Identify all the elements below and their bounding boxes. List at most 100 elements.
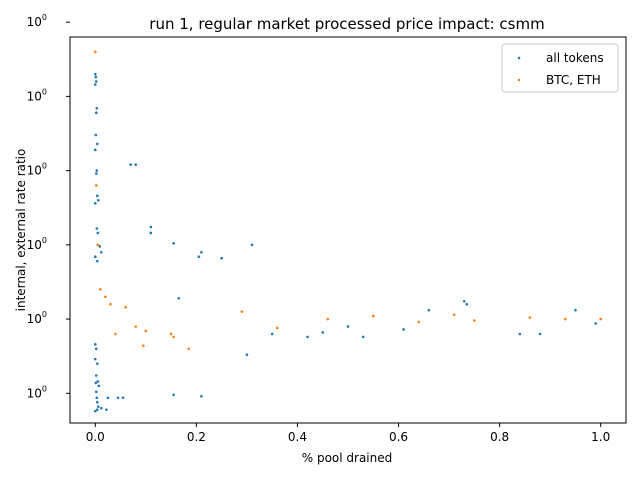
y-tick-label-exponent: 0: [42, 87, 47, 96]
data-point: [95, 169, 99, 172]
data-point: [200, 250, 203, 254]
legend: all tokens BTC, ETH: [501, 43, 619, 93]
y-tick-label-exponent: 0: [42, 384, 47, 393]
legend-label-btc-eth: BTC, ETH: [546, 73, 601, 87]
x-tick-label: 1.0: [591, 430, 610, 444]
data-point: [94, 381, 98, 385]
x-axis-label: % pool drained: [302, 451, 393, 465]
data-point: [116, 396, 120, 400]
y-axis-label: internal, external rate ratio: [14, 149, 28, 312]
data-point: [95, 142, 99, 146]
data-point: [95, 259, 99, 263]
data-point: [149, 225, 153, 229]
data-point: [93, 357, 97, 361]
data-point: [141, 344, 145, 348]
data-point: [96, 243, 100, 247]
y-tick-label-base: 10: [27, 312, 42, 326]
data-point: [94, 347, 98, 351]
data-point: [96, 231, 100, 235]
data-point: [93, 83, 97, 86]
y-tick-label-exponent: 0: [42, 162, 47, 171]
data-point: [94, 75, 98, 79]
data-point: [134, 325, 138, 328]
data-point: [94, 390, 98, 394]
data-point: [427, 308, 431, 312]
data-point: [93, 72, 97, 76]
data-point: [95, 396, 99, 400]
data-point: [94, 111, 98, 115]
data-point: [240, 310, 244, 313]
data-point: [100, 406, 103, 410]
data-point: [149, 231, 153, 235]
chart-title: run 1, regular market processed price im…: [149, 15, 544, 33]
data-point: [346, 325, 350, 328]
data-point: [100, 250, 103, 254]
data-point: [94, 184, 98, 187]
data-point: [99, 288, 102, 291]
data-point: [172, 335, 175, 339]
x-tick-label: 0.6: [389, 430, 408, 444]
y-tick-label-base: 10: [27, 89, 42, 103]
data-point: [95, 408, 99, 411]
data-point: [95, 106, 99, 110]
data-point: [97, 199, 100, 202]
data-point: [250, 243, 254, 247]
data-point: [197, 255, 201, 259]
data-point: [169, 332, 173, 336]
data-point: [473, 319, 476, 322]
data-point: [371, 314, 375, 318]
y-tick-label-exponent: 0: [42, 310, 47, 319]
data-point: [462, 299, 466, 303]
data-point: [326, 317, 330, 321]
y-tick-label-base: 10: [27, 164, 42, 178]
y-tick-label-base: 10: [27, 386, 42, 400]
data-point: [97, 405, 100, 408]
data-point: [97, 384, 101, 388]
data-point: [95, 362, 99, 365]
data-point: [96, 380, 100, 383]
data-point: [129, 163, 132, 166]
data-point: [518, 332, 522, 336]
points-layer: [93, 50, 603, 413]
data-point: [114, 332, 117, 336]
data-point: [538, 332, 542, 336]
legend-box: [501, 43, 619, 93]
x-tick-label: 0.0: [86, 430, 105, 444]
data-point: [594, 322, 597, 325]
data-point: [144, 329, 148, 333]
data-point: [98, 245, 102, 248]
x-tick-label: 0.8: [490, 430, 509, 444]
data-point: [275, 326, 279, 330]
data-point: [94, 374, 98, 377]
data-point: [95, 194, 99, 198]
data-point: [93, 50, 97, 54]
data-point: [94, 133, 98, 137]
data-point: [134, 163, 138, 166]
data-point: [95, 227, 99, 230]
data-point: [306, 335, 309, 339]
data-point: [93, 409, 97, 413]
data-point: [417, 320, 421, 324]
data-point: [200, 394, 203, 398]
data-point: [106, 396, 110, 400]
y-tick-label-exponent: 0: [42, 236, 47, 245]
data-point: [321, 331, 325, 334]
data-point: [361, 335, 365, 339]
y-tick-label-base: 10: [27, 238, 42, 252]
x-axis-ticks: 0.0 0.2 0.4 0.6 0.8 1.0: [86, 423, 610, 444]
y-tick-label: 100: [27, 310, 47, 326]
y-tick-label: 100: [27, 87, 47, 103]
series-btc-eth: [93, 50, 603, 351]
y-tick-label-exponent: 0: [42, 13, 47, 22]
data-point: [93, 148, 97, 152]
data-point: [574, 308, 577, 312]
y-tick-label: 100: [27, 13, 47, 29]
data-point: [109, 302, 112, 306]
data-point: [172, 242, 175, 245]
legend-marker-all-tokens: [517, 56, 521, 60]
data-point: [452, 313, 456, 316]
data-point: [172, 393, 175, 397]
data-point: [104, 295, 107, 299]
